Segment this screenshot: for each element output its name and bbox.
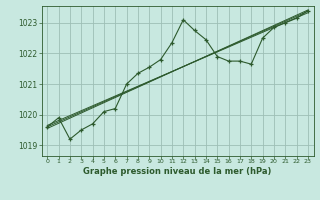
- X-axis label: Graphe pression niveau de la mer (hPa): Graphe pression niveau de la mer (hPa): [84, 167, 272, 176]
